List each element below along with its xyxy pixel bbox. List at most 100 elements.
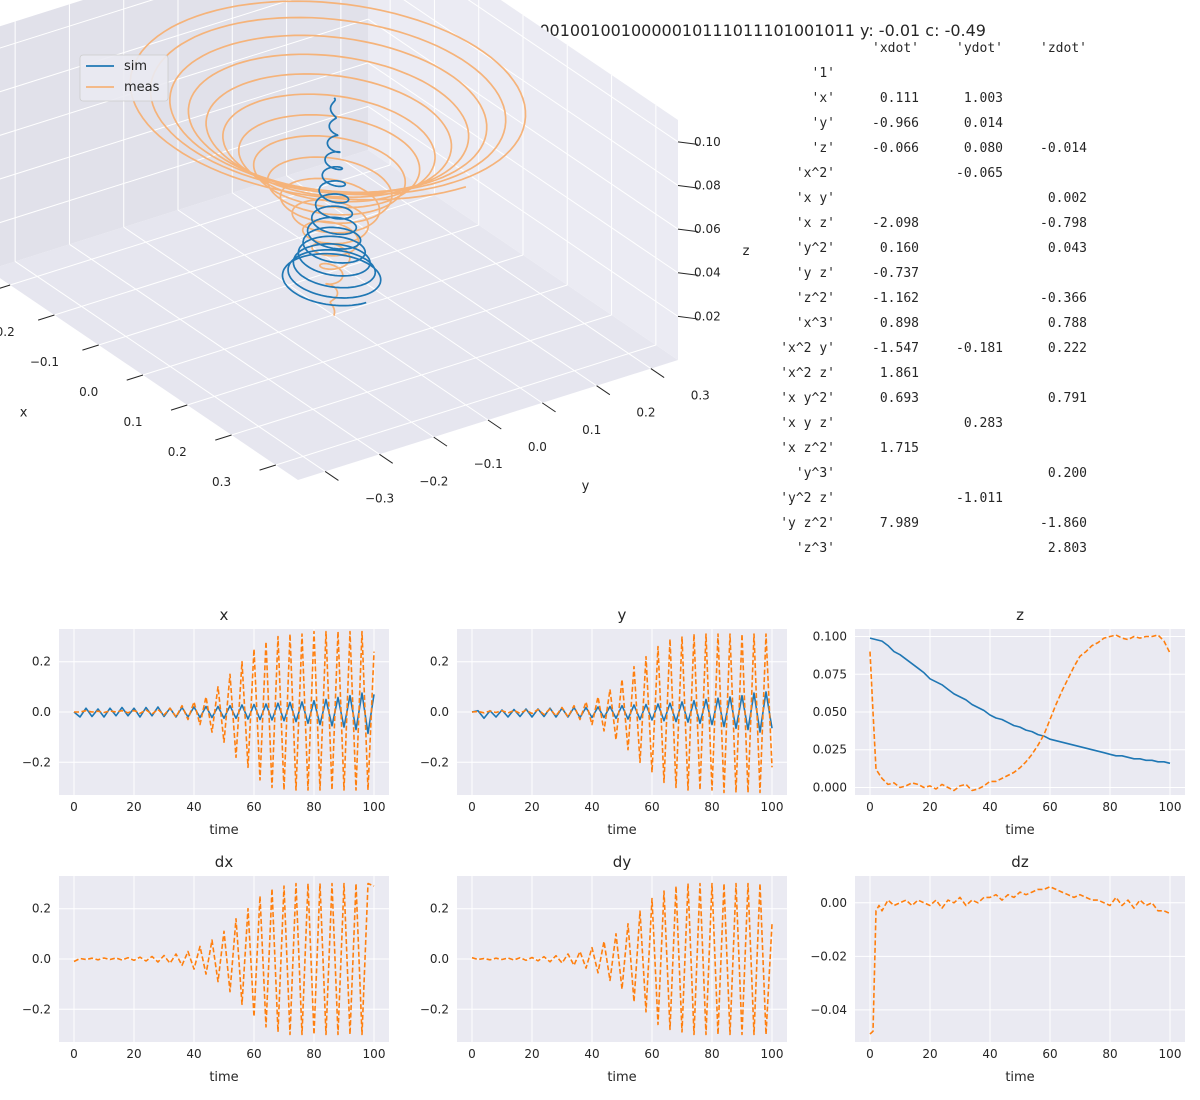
x-time-title: x <box>220 606 229 624</box>
dz-time-title: dz <box>1011 853 1029 871</box>
table-cell: 0.788 <box>1048 316 1087 331</box>
table-cell: 0.200 <box>1048 466 1087 481</box>
x-axis-tick <box>259 464 277 471</box>
left-grid-z <box>0 18 369 136</box>
z-axis-tick <box>677 184 698 189</box>
x-axis-tick <box>126 374 144 381</box>
x-axis-tick <box>0 284 11 289</box>
dx-time-chart: 0 20 40 60 80 100 −0.2 0.0 0.2 dx time <box>22 853 389 1085</box>
x-tick-label: −0.1 <box>30 355 59 369</box>
table-row-term: 'y^2' <box>796 241 835 256</box>
z-time-xtick-label: 20 <box>922 800 937 814</box>
y-time-ytick-label: −0.2 <box>420 755 449 769</box>
dy-time-title: dy <box>613 853 632 871</box>
table-row-term: 'x y z' <box>780 416 835 431</box>
dy-time-series-meas <box>471 882 773 1036</box>
table-row-term: 'y^3' <box>796 466 835 481</box>
z-tick-label: 0.08 <box>694 178 721 192</box>
left-grid-z <box>0 0 292 93</box>
dz-time-xlabel: time <box>1005 1070 1034 1085</box>
table-cell: -0.366 <box>1040 291 1087 306</box>
z-axis-tick <box>677 315 698 320</box>
x-axis-tick <box>82 344 99 351</box>
dz-time-xtick-label: 0 <box>866 1047 874 1061</box>
z-axis-tick <box>677 272 698 276</box>
y-tick-label: −0.3 <box>365 491 394 505</box>
floor-grid-x <box>187 284 568 406</box>
x-time-xlabel: time <box>209 823 238 838</box>
dx-time-xtick-label: 80 <box>306 1047 321 1061</box>
z-time-series-meas <box>869 634 1171 792</box>
table-row-term: 'x y' <box>796 191 835 206</box>
dx-time-ytick-label: 0.2 <box>32 902 51 916</box>
table-row-term: 'y z^2' <box>780 516 835 531</box>
table-cell: 0.222 <box>1048 341 1087 356</box>
dx-time-xtick-label: 20 <box>126 1047 141 1061</box>
table-row-term: 'z^2' <box>796 291 835 306</box>
x-tick-label: −0.2 <box>0 325 15 339</box>
dy-time-xtick-label: 80 <box>704 1047 719 1061</box>
dx-time-ytick-label: −0.2 <box>22 1002 51 1016</box>
back-grid-z <box>367 105 679 317</box>
table-column-header: 'ydot' <box>956 41 1003 56</box>
dy-time-ytick-label: 0.2 <box>430 902 449 916</box>
y-time-xtick-label: 60 <box>644 800 659 814</box>
z-tick-label: 0.10 <box>694 135 721 149</box>
z-time-xtick-label: 100 <box>1159 800 1182 814</box>
dy-time-chart: 0 20 40 60 80 100 −0.2 0.0 0.2 dy time <box>420 853 787 1085</box>
dy-time-xlabel: time <box>607 1070 636 1085</box>
table-row-term: 'y z' <box>796 266 835 281</box>
table-row-term: 'x' <box>812 91 835 106</box>
dx-time-series-meas <box>73 882 375 1036</box>
table-cell: 0.002 <box>1048 191 1087 206</box>
x-time-ytick-label: 0.2 <box>32 655 51 669</box>
dy-time-xtick-label: 40 <box>584 1047 599 1061</box>
table-cell: -1.860 <box>1040 516 1087 531</box>
x-time-series-meas <box>74 630 375 791</box>
dz-time-xtick-label: 40 <box>982 1047 997 1061</box>
table-cell: -0.737 <box>872 266 919 281</box>
table-cell: 0.283 <box>964 416 1003 431</box>
x-tick-label: 0.2 <box>168 445 187 459</box>
table-cell: 0.043 <box>1048 241 1087 256</box>
y-tick-label: 0.0 <box>528 440 547 454</box>
y-axis-tick <box>324 471 339 481</box>
z-time-xlabel: time <box>1005 823 1034 838</box>
floor-pane <box>0 150 678 480</box>
left-grid-z <box>0 105 369 224</box>
floor-grid-x <box>275 344 657 466</box>
time-series-panels: 0 20 40 60 80 100 −0.2 0.0 0.2 x time 0 20 40 60 80 100 −… <box>22 606 1185 1085</box>
table-cell: 2.803 <box>1048 541 1087 556</box>
table-row-term: 'x z' <box>796 216 835 231</box>
x-time-ytick-label: 0.0 <box>32 705 51 719</box>
x-time-xtick-label: 0 <box>70 800 78 814</box>
trajectory-3d-panel: −0.3−0.2−0.10.00.10.20.3−0.3−0.2−0.10.00… <box>0 0 750 547</box>
y-axis-tick <box>487 419 502 430</box>
dz-time-xtick-label: 100 <box>1159 1047 1182 1061</box>
x-axis-label: x <box>20 406 28 421</box>
table-row-term: 'y' <box>812 116 835 131</box>
y-axis-tick <box>596 385 611 396</box>
dy-time-xtick-label: 60 <box>644 1047 659 1061</box>
dz-time-ytick-label: 0.00 <box>820 896 847 910</box>
x-time-xtick-label: 60 <box>246 800 261 814</box>
table-cell: -0.065 <box>956 166 1003 181</box>
back-grid-z <box>367 18 679 230</box>
z-time-xtick-label: 0 <box>866 800 874 814</box>
y-time-ytick-label: 0.0 <box>430 705 449 719</box>
x-time-xtick-label: 80 <box>306 800 321 814</box>
table-cell: -2.098 <box>872 216 919 231</box>
series-sim-3d <box>281 97 382 307</box>
x-time-xtick-label: 40 <box>186 800 201 814</box>
z-axis-tick <box>677 228 698 233</box>
table-row-term: 'x^3' <box>796 316 835 331</box>
table-row-term: 'x z^2' <box>780 441 835 456</box>
y-tick-label: 0.1 <box>582 423 601 437</box>
z-axis-label: z <box>743 244 750 259</box>
legend-label-sim: sim <box>124 59 147 74</box>
dx-time-xtick-label: 100 <box>363 1047 386 1061</box>
x-time-series-sim <box>73 692 375 735</box>
dz-time-chart: 0 20 40 60 80 100 −0.04 −0.02 0.00 dz time <box>810 853 1185 1085</box>
z-time-series-sim <box>869 637 1171 765</box>
table-cell: 0.791 <box>1048 391 1087 406</box>
